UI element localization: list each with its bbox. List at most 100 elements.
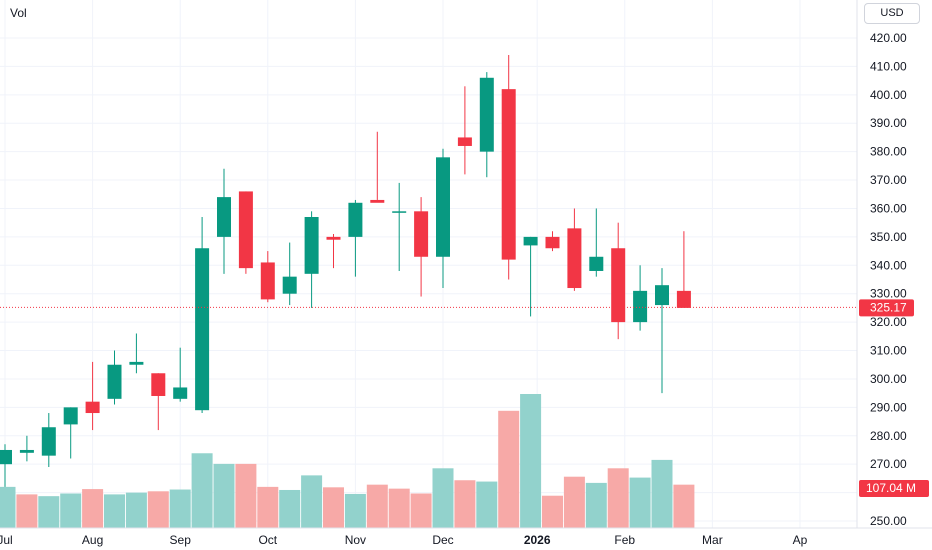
volume-bar xyxy=(498,410,520,528)
candle xyxy=(129,333,144,374)
candle xyxy=(457,86,472,175)
candle-body xyxy=(304,216,319,274)
time-tick-label: Sep xyxy=(170,533,192,547)
price-tick-label: 260.00 xyxy=(870,486,907,500)
price-tick-label: 250.00 xyxy=(870,514,907,528)
time-tick-label: Ap xyxy=(793,533,808,547)
volume-bar xyxy=(213,463,235,528)
volume-bar xyxy=(279,489,301,528)
candle xyxy=(348,199,363,277)
candle xyxy=(655,268,669,394)
candle-body xyxy=(173,387,188,399)
time-tick-label: Oct xyxy=(258,533,277,547)
volume-bar xyxy=(0,486,16,528)
volume-bar xyxy=(323,487,344,528)
candle-body xyxy=(567,228,582,289)
candle-body xyxy=(589,256,604,271)
candle-body xyxy=(41,427,56,456)
candle-body xyxy=(0,449,12,465)
candle-body xyxy=(633,290,648,323)
candle xyxy=(676,231,691,308)
volume-bar xyxy=(410,493,432,528)
candle xyxy=(633,265,648,331)
candle-body xyxy=(479,77,494,152)
candle xyxy=(523,236,538,317)
candle-body xyxy=(63,407,78,425)
volume-bars xyxy=(0,394,695,528)
candle-body xyxy=(217,197,231,237)
price-tick-label: 320.00 xyxy=(870,315,907,329)
candle xyxy=(304,211,319,308)
time-tick-label: 2026 xyxy=(524,533,551,547)
volume-indicator-label[interactable]: Vol xyxy=(10,6,27,20)
volume-bar xyxy=(607,468,629,528)
candle xyxy=(501,55,516,280)
volume-bar xyxy=(388,488,410,528)
candle-body xyxy=(238,191,253,269)
currency-button[interactable]: USD xyxy=(864,3,920,24)
volume-bar xyxy=(38,496,60,528)
time-axis: Jul Aug Sep Oct Nov Dec 2026 Feb Mar Ap xyxy=(0,527,932,547)
candle xyxy=(63,407,78,459)
volume-bar xyxy=(191,453,213,528)
time-tick-label: Dec xyxy=(432,533,453,547)
volume-bar xyxy=(125,492,147,528)
price-tick-label: 310.00 xyxy=(870,344,907,358)
volume-bar xyxy=(454,480,476,528)
candle-body xyxy=(611,248,626,323)
candle xyxy=(107,350,122,405)
candle xyxy=(589,208,604,277)
candle-body xyxy=(676,290,691,308)
candle-body xyxy=(457,137,472,146)
candle xyxy=(479,72,494,178)
candle xyxy=(19,435,34,462)
volume-value-label: 107.04 M xyxy=(866,481,916,495)
volume-bar xyxy=(169,489,191,528)
candle-body xyxy=(107,364,122,399)
price-tick-label: 380.00 xyxy=(870,145,907,159)
candle xyxy=(326,234,341,269)
candle-body xyxy=(501,89,516,260)
time-tick-label: Aug xyxy=(82,533,103,547)
price-tick-label: 290.00 xyxy=(870,400,907,414)
candle-body xyxy=(260,262,275,300)
grid-lines xyxy=(0,0,857,528)
candle xyxy=(414,197,429,297)
volume-bar xyxy=(673,484,695,528)
volume-bar xyxy=(82,489,104,528)
candle xyxy=(260,251,275,303)
candle xyxy=(0,444,12,487)
candle-body xyxy=(655,285,669,306)
price-tick-label: 370.00 xyxy=(870,173,907,187)
volume-bar xyxy=(629,477,651,528)
volume-bar xyxy=(60,493,82,528)
price-tick-label: 390.00 xyxy=(870,116,907,130)
price-axis: 420.00 410.00 400.00 390.00 380.00 370.00 360.… xyxy=(856,0,929,528)
time-tick-label: Mar xyxy=(702,533,723,547)
candle xyxy=(436,148,450,289)
candle-body xyxy=(436,157,450,257)
time-tick-label: Nov xyxy=(345,533,366,547)
candle xyxy=(41,413,56,468)
price-tick-label: 280.00 xyxy=(870,429,907,443)
candle xyxy=(611,222,626,340)
candle-body xyxy=(326,236,341,240)
candle xyxy=(370,131,385,203)
candle xyxy=(282,242,297,306)
volume-bar xyxy=(366,484,388,528)
volume-bar xyxy=(476,481,498,528)
candle-body xyxy=(370,199,385,203)
volume-bar xyxy=(235,463,257,528)
volume-bar xyxy=(257,486,279,528)
candle-body xyxy=(392,211,407,213)
volume-bar xyxy=(585,482,607,528)
candle xyxy=(195,216,210,414)
price-tick-label: 350.00 xyxy=(870,230,907,244)
candle xyxy=(392,182,407,271)
price-tick-label: 360.00 xyxy=(870,201,907,215)
candle xyxy=(217,168,231,274)
volume-bar xyxy=(16,494,38,528)
volume-bar xyxy=(563,476,585,528)
